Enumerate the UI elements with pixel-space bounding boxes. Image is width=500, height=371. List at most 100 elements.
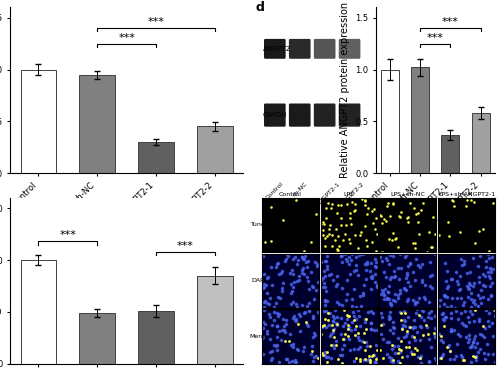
- Point: [394, 265, 402, 271]
- FancyBboxPatch shape: [289, 104, 310, 127]
- Point: [304, 300, 312, 306]
- Point: [298, 270, 306, 276]
- Point: [299, 348, 307, 354]
- Point: [290, 279, 298, 285]
- Point: [442, 278, 450, 284]
- Text: Control: Control: [265, 181, 284, 201]
- Point: [384, 339, 392, 345]
- Point: [442, 293, 450, 299]
- Point: [342, 221, 349, 227]
- Point: [383, 203, 391, 209]
- Point: [402, 286, 409, 292]
- Point: [396, 287, 404, 293]
- Point: [356, 356, 364, 362]
- Point: [292, 316, 300, 322]
- Point: [385, 316, 393, 322]
- Point: [330, 342, 338, 348]
- Point: [321, 298, 329, 303]
- Point: [373, 231, 381, 237]
- Point: [322, 302, 330, 308]
- Point: [364, 261, 372, 267]
- Point: [408, 351, 416, 357]
- Point: [440, 310, 448, 316]
- Point: [364, 205, 372, 211]
- Point: [358, 338, 366, 344]
- Point: [418, 360, 426, 366]
- Point: [376, 347, 384, 353]
- Text: ***: ***: [60, 230, 76, 240]
- Point: [328, 322, 336, 328]
- Point: [332, 307, 340, 313]
- Point: [280, 338, 288, 344]
- Point: [328, 201, 336, 207]
- Point: [287, 301, 295, 307]
- Point: [361, 347, 369, 353]
- Point: [358, 197, 366, 203]
- Point: [333, 299, 341, 305]
- Point: [338, 285, 346, 291]
- Point: [362, 316, 370, 322]
- Point: [295, 273, 303, 279]
- Point: [308, 348, 316, 354]
- Point: [380, 216, 388, 222]
- Point: [266, 349, 274, 355]
- Point: [408, 269, 416, 275]
- Point: [336, 301, 344, 306]
- Point: [280, 323, 287, 329]
- Point: [390, 325, 398, 331]
- Point: [356, 232, 364, 238]
- Point: [259, 351, 267, 357]
- Point: [404, 270, 411, 276]
- Point: [298, 254, 306, 260]
- Point: [438, 354, 446, 359]
- Point: [471, 240, 479, 246]
- Point: [363, 211, 371, 217]
- FancyBboxPatch shape: [314, 104, 336, 127]
- Point: [414, 262, 422, 268]
- Point: [418, 201, 426, 207]
- Point: [448, 328, 456, 334]
- Point: [404, 330, 411, 336]
- Point: [394, 335, 402, 341]
- Point: [486, 293, 494, 299]
- Point: [354, 272, 362, 278]
- Point: [345, 236, 353, 242]
- Point: [395, 276, 403, 282]
- Point: [359, 292, 367, 298]
- Point: [344, 326, 352, 332]
- Point: [476, 295, 484, 301]
- Point: [263, 275, 271, 281]
- Point: [334, 273, 342, 279]
- Point: [336, 253, 344, 259]
- Point: [476, 287, 484, 293]
- Point: [470, 255, 478, 261]
- Point: [372, 263, 380, 269]
- Point: [294, 321, 302, 326]
- Point: [471, 354, 479, 360]
- Point: [408, 333, 416, 339]
- Point: [396, 214, 404, 220]
- Point: [432, 231, 440, 237]
- Point: [370, 327, 378, 333]
- Point: [367, 260, 375, 266]
- Text: GAPDH: GAPDH: [263, 112, 287, 118]
- Point: [480, 325, 488, 331]
- Point: [401, 311, 409, 316]
- Point: [398, 209, 406, 214]
- Point: [378, 220, 386, 226]
- Point: [314, 355, 322, 361]
- Point: [454, 316, 462, 322]
- Point: [400, 317, 408, 323]
- Point: [302, 309, 310, 315]
- Point: [405, 339, 413, 345]
- Point: [414, 295, 422, 301]
- Point: [363, 259, 371, 265]
- Point: [346, 240, 354, 246]
- Point: [458, 352, 466, 358]
- Point: [338, 360, 345, 366]
- Point: [304, 321, 312, 327]
- Point: [350, 201, 358, 207]
- Point: [391, 350, 399, 356]
- Point: [333, 321, 341, 327]
- Point: [372, 259, 380, 265]
